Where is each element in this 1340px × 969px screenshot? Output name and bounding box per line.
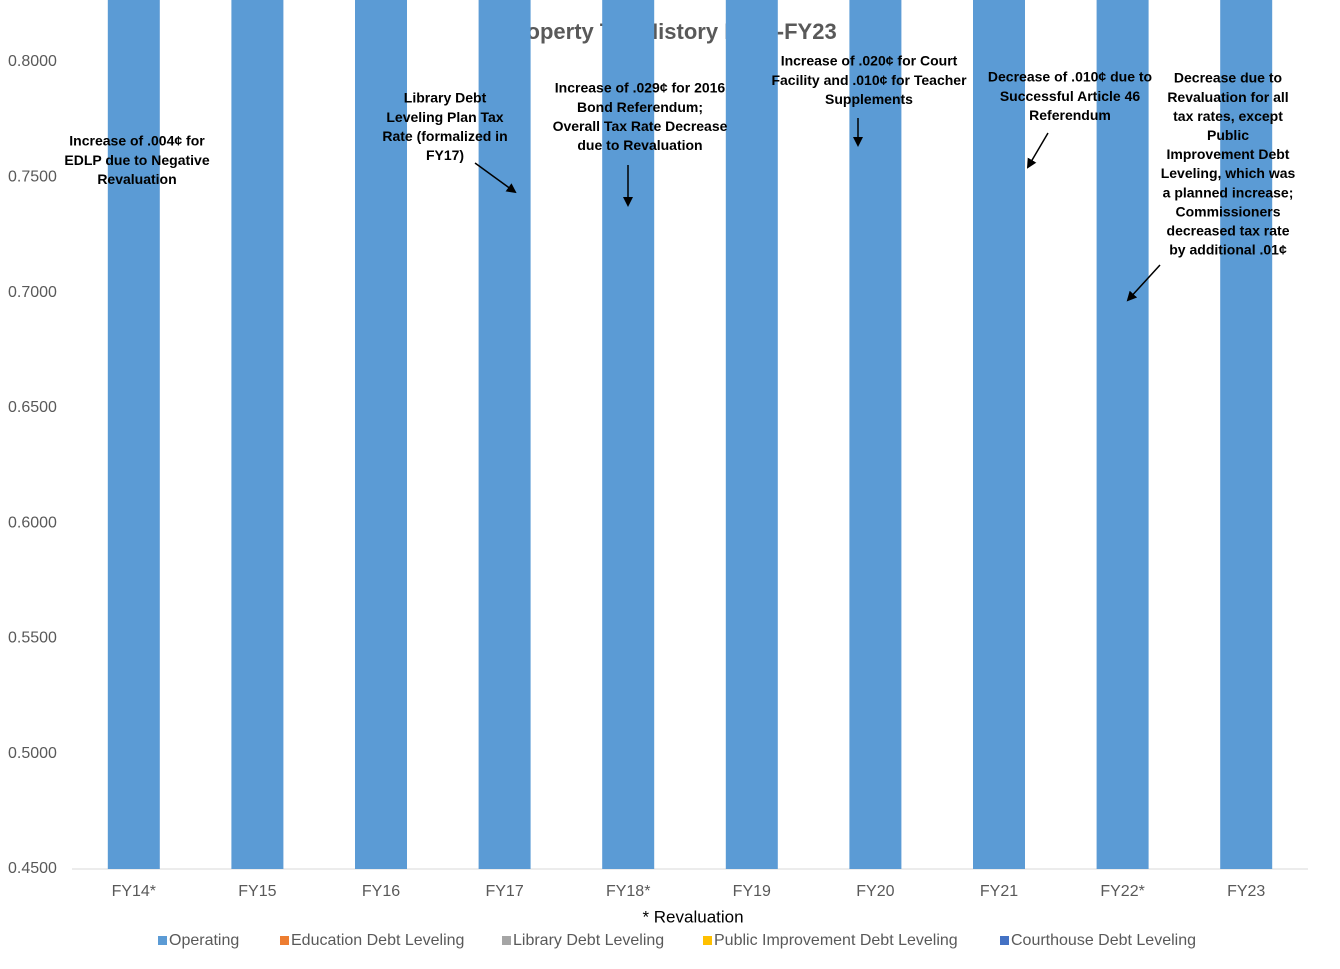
x-tick-label: FY21 [980, 883, 1018, 900]
y-tick-label: 0.4500 [8, 860, 57, 877]
legend-label: Education Debt Leveling [291, 932, 464, 949]
x-tick-label: FY22* [1100, 883, 1144, 900]
annotation: Revaluation for all [1167, 89, 1288, 105]
annotation: FY17) [426, 147, 464, 163]
annotation: Increase of .029¢ for 2016 [555, 80, 726, 96]
x-tick-label: FY19 [733, 883, 771, 900]
annotation: Referendum [1029, 107, 1111, 123]
annotation: Revaluation [97, 171, 176, 187]
y-tick-label: 0.7500 [8, 169, 57, 186]
annotation: Rate (formalized in [382, 128, 507, 144]
annotation: Commissioners [1175, 203, 1280, 219]
bar-segment [231, 0, 284, 869]
annotation-arrow [474, 162, 517, 194]
bar-segment [602, 0, 655, 869]
legend-swatch [703, 936, 712, 945]
annotation: Improvement Debt [1167, 146, 1290, 162]
annotation: Increase of .020¢ for Court [781, 53, 958, 69]
x-tick-label: FY18* [606, 883, 650, 900]
annotation: Facility and .010¢ for Teacher [771, 72, 967, 88]
x-tick-label: FY17 [485, 883, 523, 900]
y-tick-label: 0.6000 [8, 514, 57, 531]
annotation: Library Debt [404, 90, 487, 106]
annotation: Increase of .004¢ for [69, 133, 205, 149]
annotation: tax rates, except [1173, 108, 1283, 124]
annotation: Leveling, which was [1161, 165, 1296, 181]
legend-label: Courthouse Debt Leveling [1011, 932, 1196, 949]
legend-swatch [1000, 936, 1009, 945]
annotation: by additional .01¢ [1169, 242, 1287, 258]
legend-label: Operating [169, 932, 239, 949]
bar-segment [725, 0, 778, 869]
y-tick-label: 0.5500 [8, 630, 57, 647]
legend-swatch [280, 936, 289, 945]
annotation-arrow [1026, 132, 1049, 169]
bar-segment [107, 0, 160, 869]
annotation: Successful Article 46 [1000, 88, 1141, 104]
note: * Revaluation [642, 907, 743, 926]
legend-label: Library Debt Leveling [513, 932, 664, 949]
legend-swatch [158, 936, 167, 945]
annotation: a planned increase; [1163, 184, 1294, 200]
annotation: Bond Referendum; [577, 99, 703, 115]
annotation: Leveling Plan Tax [386, 109, 503, 125]
annotation: due to Revaluation [577, 137, 702, 153]
legend-swatch [502, 936, 511, 945]
annotation: Overall Tax Rate Decrease [553, 118, 728, 134]
legend-label: Public Improvement Debt Leveling [714, 932, 958, 949]
x-tick-label: FY15 [238, 883, 276, 900]
annotation: decreased tax rate [1167, 223, 1290, 239]
y-tick-label: 0.6500 [8, 399, 57, 416]
x-tick-label: FY23 [1227, 883, 1265, 900]
bar-segment [1096, 0, 1149, 869]
bar-segment [973, 0, 1025, 869]
bar-segment [355, 0, 407, 869]
annotation: Supplements [825, 91, 913, 107]
annotation: EDLP due to Negative [64, 152, 209, 168]
x-tick-label: FY16 [362, 883, 400, 900]
bar-segment [478, 0, 531, 869]
annotation: Public [1207, 127, 1249, 143]
y-tick-label: 0.5000 [8, 745, 57, 762]
chart-title: Property Tax History FY14-FY23 [503, 19, 836, 44]
annotation: Decrease of .010¢ due to [988, 69, 1152, 85]
y-tick-label: 0.8000 [8, 53, 57, 70]
bar-segment [1220, 0, 1273, 869]
annotation-arrow [1126, 264, 1161, 302]
bar-segment [849, 0, 902, 870]
annotation: Decrease due to [1174, 70, 1282, 86]
x-tick-label: FY14* [112, 883, 156, 900]
x-tick-label: FY20 [856, 883, 894, 900]
y-tick-label: 0.7000 [8, 284, 57, 301]
